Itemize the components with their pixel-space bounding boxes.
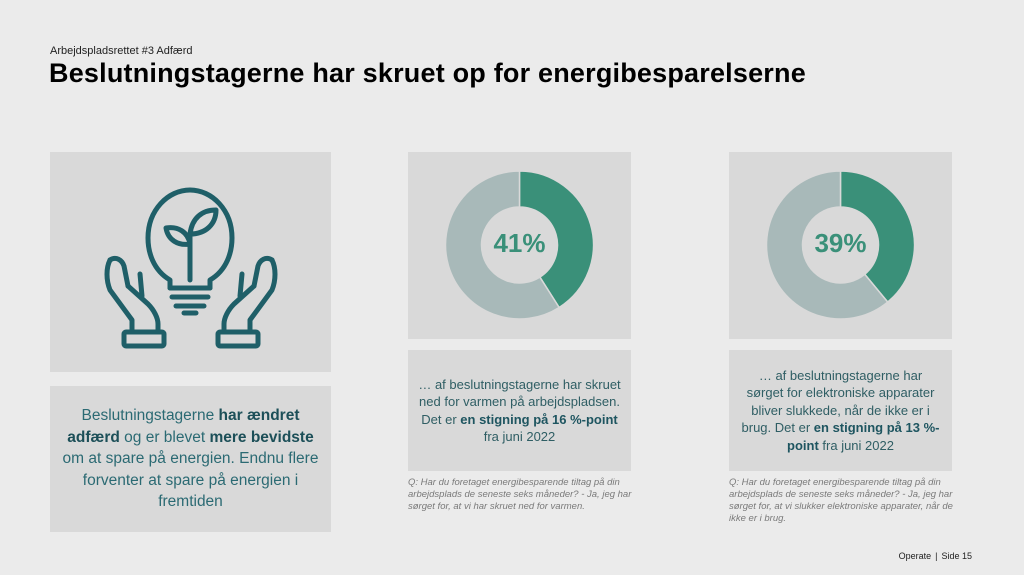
description-highlight-2: en stigning på 13 %-point xyxy=(787,420,940,453)
footer-page-number: Side 15 xyxy=(941,551,972,561)
donut-slice-2-1 xyxy=(839,170,916,304)
summary-fragment: Beslutningstagerne xyxy=(81,407,219,425)
description-post-2: fra juni 2022 xyxy=(818,437,894,453)
question-note-2: Q: Har du foretaget energibesparende til… xyxy=(729,477,953,524)
footer-separator: | xyxy=(935,551,938,561)
summary-text: Beslutningstagerne har ændret adfærd og … xyxy=(50,405,331,513)
hands-lightbulb-plant-icon xyxy=(104,187,278,349)
description-text-2: … af beslutningstagerne har sørget for e… xyxy=(729,367,952,455)
donut-value-label-1: 41% xyxy=(493,228,546,258)
section-kicker: Arbejdspladsrettet #3 Adfærd xyxy=(50,45,193,57)
summary-fragment: om at spare på energien. Endnu flere for… xyxy=(62,450,319,511)
description-post-1: fra juni 2022 xyxy=(483,429,556,444)
icon-panel xyxy=(50,152,331,372)
donut-panel-2: 39% xyxy=(729,152,952,339)
summary-highlight: mere bevidste xyxy=(209,428,314,446)
question-note-1: Q: Har du foretaget energibesparende til… xyxy=(408,477,632,512)
summary-highlight: har ændret adfærd xyxy=(67,407,300,446)
summary-fragment: og er blevet xyxy=(119,428,210,446)
description-highlight-1: en stigning på 16 %-point xyxy=(460,411,618,427)
summary-panel: Beslutningstagerne har ændret adfærd og … xyxy=(50,386,331,532)
donut-value-label-2: 39% xyxy=(814,228,867,258)
footer-brand: Operate xyxy=(898,551,932,561)
description-panel-2: … af beslutningstagerne har sørget for e… xyxy=(729,350,952,471)
description-pre-2: … af beslutningstagerne har sørget for e… xyxy=(741,367,935,436)
page-title: Beslutningstagerne har skruet op for ene… xyxy=(49,58,806,88)
description-panel-1: … af beslutningstagerne har skruet ned f… xyxy=(408,350,631,471)
description-pre-1: … af beslutningstagerne har skruet ned f… xyxy=(418,376,621,427)
donut-slice-2-2 xyxy=(765,170,889,320)
donut-slice-1-2 xyxy=(444,170,561,320)
donut-chart-1 xyxy=(444,170,595,320)
description-text-1: … af beslutningstagerne har skruet ned f… xyxy=(408,376,631,446)
donut-slice-1-1 xyxy=(518,170,595,309)
donut-chart-2 xyxy=(765,170,916,320)
footer: Operate | Side 15 xyxy=(899,551,972,561)
donut-panel-1: 41% xyxy=(408,152,631,339)
